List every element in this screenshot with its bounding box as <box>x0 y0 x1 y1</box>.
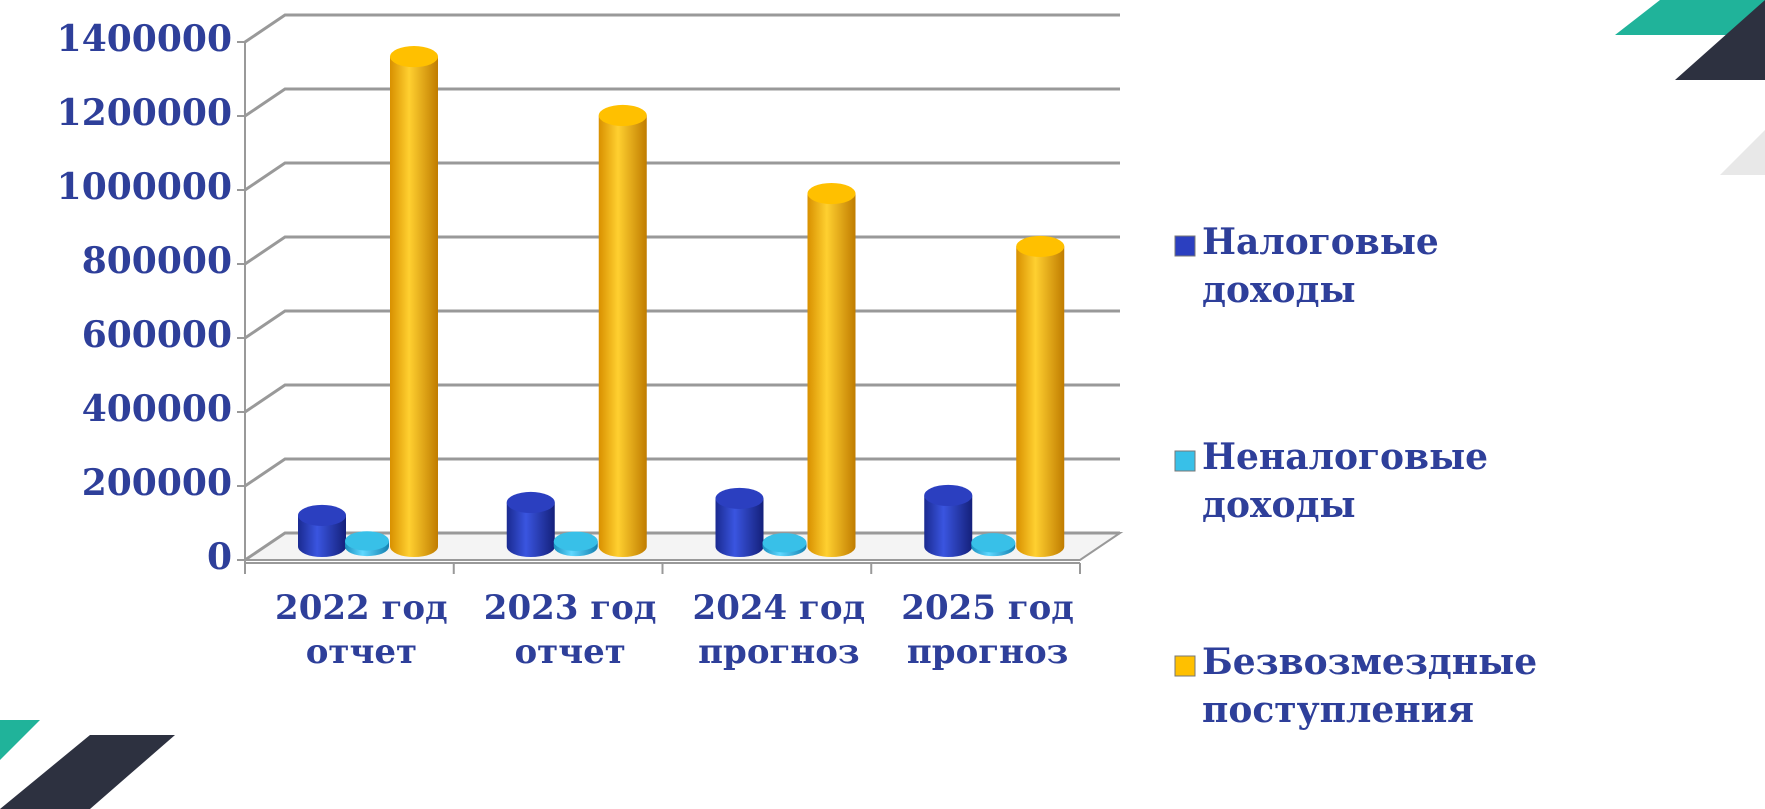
bar-cap <box>762 533 807 553</box>
bar-body <box>1016 246 1065 558</box>
bar-body <box>807 193 856 558</box>
grid-line <box>244 383 1120 414</box>
bar-body <box>715 498 764 558</box>
y-tick-label: 800000 <box>82 240 232 282</box>
bar-body <box>924 495 973 558</box>
bar <box>553 531 598 557</box>
x-tick-label: 2022 год отчет <box>275 588 448 672</box>
bar-body <box>390 56 438 558</box>
y-tick-label: 200000 <box>82 462 232 504</box>
legend-label: Безвозмездные поступления <box>1202 641 1537 731</box>
legend-label: Неналоговые доходы <box>1202 436 1488 526</box>
y-tick-label: 600000 <box>82 314 232 356</box>
bar-body <box>298 515 346 558</box>
bar <box>715 487 764 558</box>
bar-cap <box>971 533 1016 553</box>
y-tick-label: 1400000 <box>57 18 232 60</box>
grid-line <box>244 457 1120 488</box>
bar <box>345 531 389 557</box>
bar-cap <box>924 484 973 506</box>
bar-cap <box>345 531 389 551</box>
bar-cap <box>298 504 346 526</box>
y-tick-label: 0 <box>207 536 232 578</box>
bar <box>390 46 438 558</box>
bar-cap <box>390 46 438 68</box>
grid-line <box>244 87 1120 118</box>
bar <box>971 533 1016 557</box>
bar <box>924 484 973 558</box>
bar-cap <box>1016 235 1065 257</box>
x-tick-label: 2024 год прогноз <box>693 588 866 672</box>
grid-line <box>244 13 1120 44</box>
bar-cap <box>715 487 764 509</box>
legend-label: Налоговые доходы <box>1202 221 1439 311</box>
bar-cap <box>598 104 647 127</box>
grid-line <box>244 235 1120 266</box>
y-tick-label: 400000 <box>82 388 232 430</box>
bar-cap <box>506 491 555 514</box>
grid-line <box>244 309 1120 340</box>
grid-line <box>244 161 1120 192</box>
bar <box>807 182 856 558</box>
legend-swatch <box>1174 450 1196 472</box>
bar <box>298 504 346 558</box>
bar <box>506 491 555 558</box>
bar <box>762 533 807 557</box>
y-tick-label: 1000000 <box>57 166 232 208</box>
bar-cap <box>553 531 598 551</box>
y-tick-label: 1200000 <box>57 92 232 134</box>
x-tick-label: 2025 год прогноз <box>901 588 1074 672</box>
bar-body <box>598 115 647 558</box>
x-tick-label: 2023 год отчет <box>484 588 657 672</box>
bar <box>598 104 647 558</box>
legend-swatch <box>1174 655 1196 677</box>
legend-swatch <box>1174 235 1196 257</box>
bar-cap <box>807 182 856 205</box>
bar <box>1016 235 1065 558</box>
bar-body <box>506 502 555 558</box>
